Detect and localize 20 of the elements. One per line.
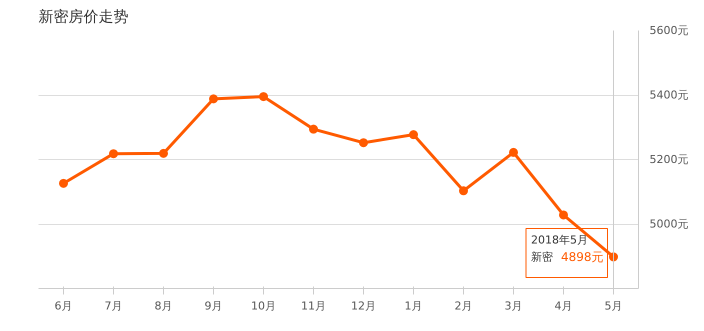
data-label: 4898元 — [560, 250, 604, 264]
y-tick-label: 5000元 — [650, 218, 688, 230]
y-tick-label: 5400元 — [650, 88, 688, 102]
x-tick-label: 12月 — [351, 300, 376, 312]
x-tick-label: 7月 — [104, 300, 122, 312]
x-tick-label: 6月 — [54, 300, 72, 312]
text: 新密 — [531, 250, 553, 264]
annotation: 2018年5月 — [531, 234, 588, 247]
x-tick-label: 8月 — [154, 300, 172, 312]
x-tick-label: 1月 — [404, 300, 422, 312]
y-tick-label: 5200元 — [650, 153, 688, 166]
x-tick-label: 11月 — [301, 300, 326, 312]
x-tick-label: 9月 — [204, 300, 222, 312]
x-tick-label: 3月 — [504, 300, 522, 312]
x-tick-label: 2月 — [454, 300, 472, 312]
y-tick-label: 5600元 — [650, 24, 688, 37]
chart-title: 新密房价走势 — [38, 8, 128, 26]
x-tick-label: 4月 — [554, 300, 572, 312]
x-tick-label: 10月 — [251, 300, 276, 312]
x-tick-label: 5月 — [604, 300, 622, 312]
